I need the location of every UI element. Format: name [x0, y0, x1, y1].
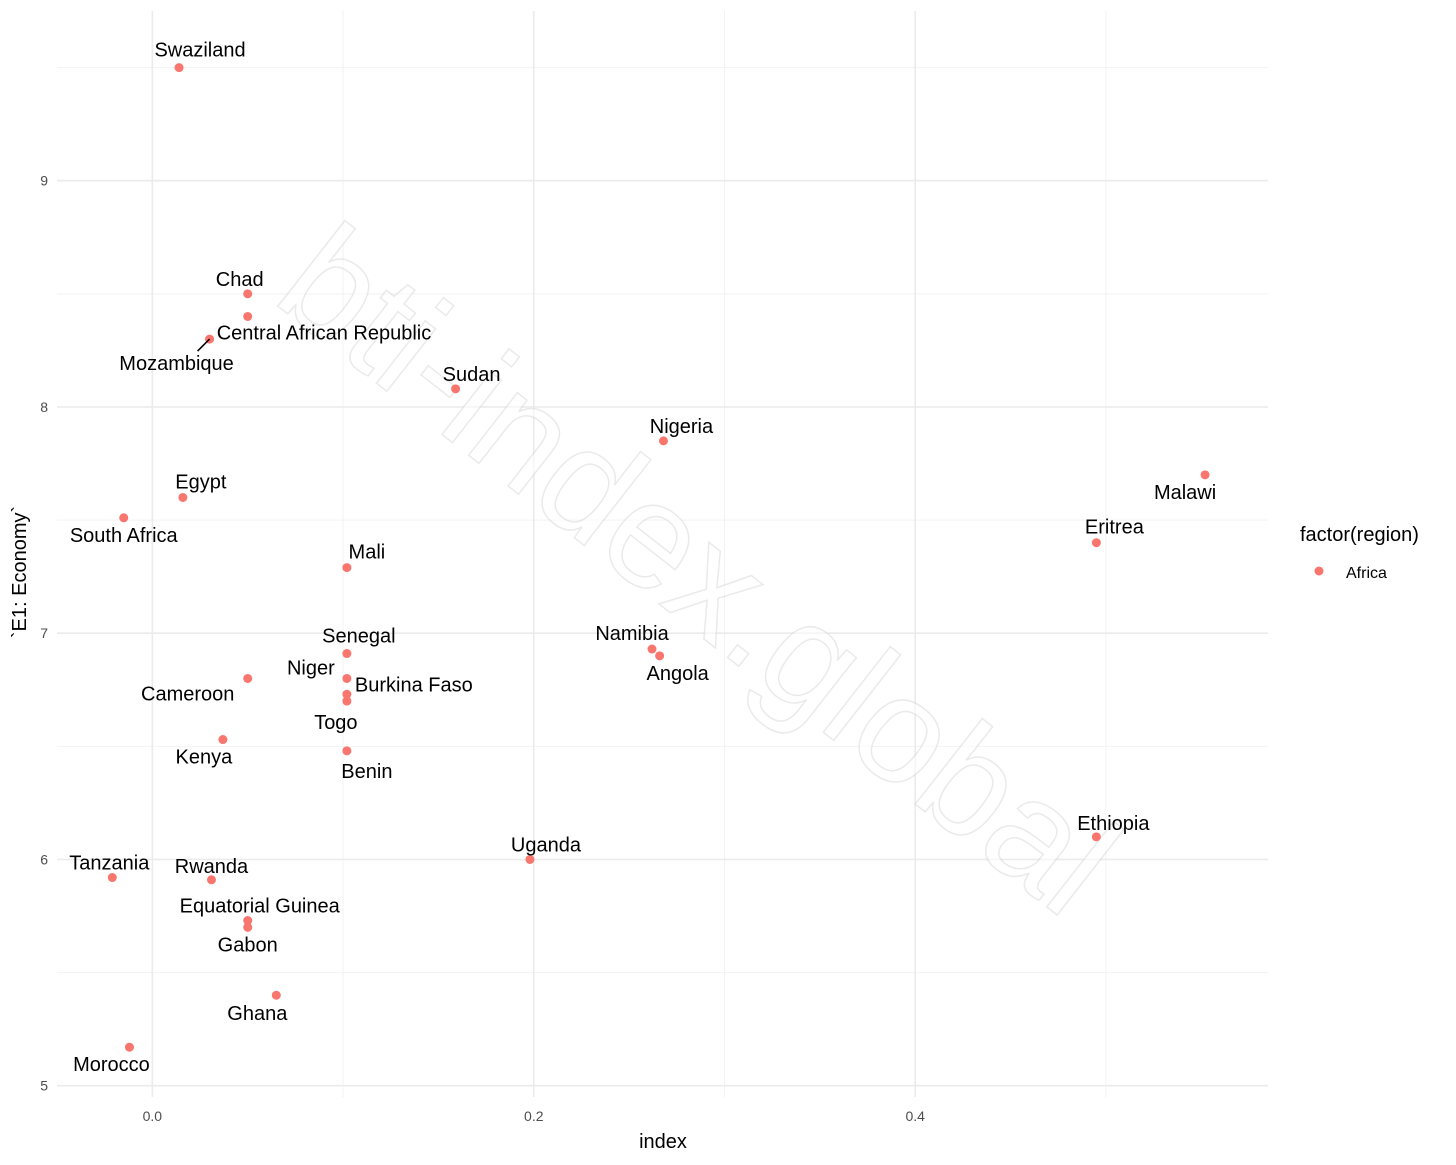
label-mali: Mali	[349, 542, 386, 564]
point-swaziland	[174, 63, 184, 73]
label-central-african-republic: Central African Republic	[217, 322, 432, 344]
point-senegal	[342, 649, 352, 659]
label-gabon: Gabon	[218, 934, 278, 956]
label-rwanda: Rwanda	[175, 856, 249, 878]
point-benin	[342, 746, 352, 756]
y-axis-title: `E1: Economy`	[9, 506, 31, 638]
point-ghana	[271, 990, 281, 1000]
watermark: bti-index.global	[250, 193, 1149, 947]
label-swaziland: Swaziland	[154, 40, 245, 62]
label-cameroon: Cameroon	[141, 683, 234, 705]
label-south-africa: South Africa	[70, 525, 179, 547]
label-mozambique: Mozambique	[119, 353, 234, 375]
leader-line-mozambique	[197, 338, 211, 352]
point-equatorial-guinea	[243, 916, 253, 926]
point-gabon	[243, 922, 253, 932]
legend-title: factor(region)	[1300, 524, 1419, 546]
point-kenya	[218, 735, 228, 745]
y-tick-label: 8	[40, 399, 48, 415]
minor-gridlines	[57, 11, 1268, 1097]
point-tanzania	[107, 873, 117, 883]
label-burkina-faso: Burkina Faso	[355, 674, 473, 696]
point-chad	[243, 289, 253, 299]
y-axis-ticks: 5 6 7 8 9	[40, 173, 48, 1094]
point-ethiopia	[1091, 832, 1101, 842]
legend-label-africa: Africa	[1346, 565, 1387, 582]
label-chad: Chad	[216, 269, 264, 291]
label-tanzania: Tanzania	[69, 853, 150, 875]
label-namibia: Namibia	[595, 623, 669, 645]
point-eritrea	[1091, 538, 1101, 548]
x-tick-label: 0.0	[143, 1108, 163, 1124]
label-ghana: Ghana	[227, 1003, 288, 1025]
x-tick-label: 0.2	[524, 1108, 544, 1124]
label-sudan: Sudan	[443, 364, 501, 386]
label-angola: Angola	[646, 663, 709, 685]
legend-swatch-africa	[1314, 566, 1324, 576]
label-kenya: Kenya	[176, 747, 234, 769]
label-togo: Togo	[314, 712, 357, 734]
label-niger: Niger	[287, 657, 335, 679]
label-nigeria: Nigeria	[650, 416, 714, 438]
point-malawi	[1200, 470, 1210, 480]
point-cameroon	[243, 673, 253, 683]
label-benin: Benin	[341, 761, 392, 783]
label-eritrea: Eritrea	[1085, 517, 1145, 539]
point-labels: Swaziland Chad Central African Republic Moz…	[69, 40, 1216, 1077]
point-central-african-republic	[243, 311, 253, 321]
x-axis-ticks: 0.0 0.2 0.4	[143, 1108, 926, 1124]
x-tick-label: 0.4	[905, 1108, 925, 1124]
point-angola	[655, 651, 665, 661]
point-namibia	[647, 644, 657, 654]
data-points	[107, 63, 1210, 1052]
point-burkina-faso	[342, 689, 352, 699]
y-tick-label: 7	[40, 625, 48, 641]
point-sudan	[451, 384, 461, 394]
point-togo	[342, 696, 352, 706]
point-rwanda	[206, 875, 216, 885]
point-nigeria	[658, 436, 668, 446]
point-south-africa	[119, 513, 129, 523]
point-mali	[342, 563, 352, 573]
x-axis-title: index	[639, 1131, 687, 1153]
point-niger	[342, 673, 352, 683]
y-tick-label: 9	[40, 173, 48, 189]
point-uganda	[525, 854, 535, 864]
y-tick-label: 6	[40, 851, 48, 867]
label-malawi: Malawi	[1154, 482, 1216, 504]
label-morocco: Morocco	[73, 1054, 150, 1076]
label-equatorial-guinea: Equatorial Guinea	[180, 896, 341, 918]
label-egypt: Egypt	[175, 471, 227, 493]
y-tick-label: 5	[40, 1078, 48, 1094]
legend: factor(region) Africa	[1300, 524, 1419, 582]
label-uganda: Uganda	[511, 834, 582, 856]
label-senegal: Senegal	[322, 626, 395, 648]
point-egypt	[178, 492, 188, 502]
point-morocco	[124, 1042, 134, 1052]
label-ethiopia: Ethiopia	[1077, 813, 1150, 835]
major-gridlines	[57, 11, 1268, 1097]
